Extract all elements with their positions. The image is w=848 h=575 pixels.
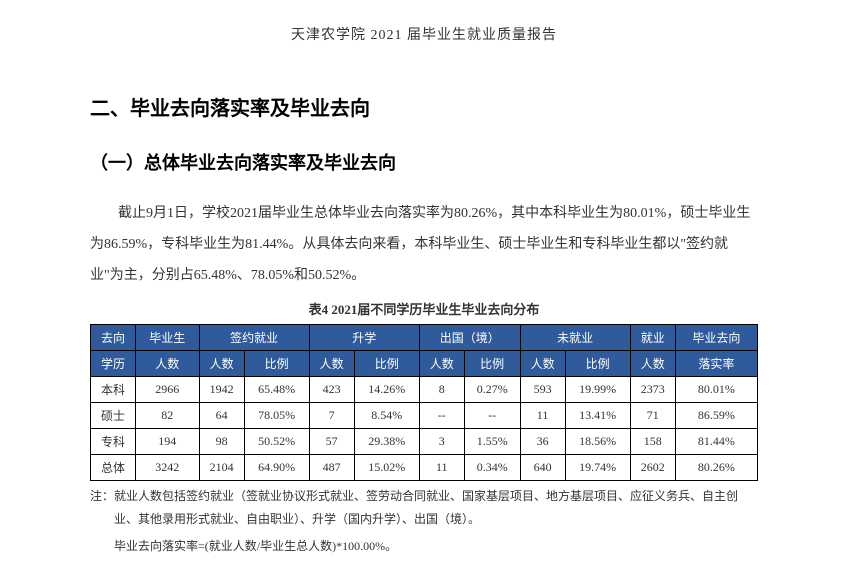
table-cell-sign_ratio: 50.52% (244, 429, 309, 455)
table-cell-sign_ratio: 64.90% (244, 455, 309, 481)
table-cell-sign_count: 1942 (199, 377, 244, 403)
table-cell-study_ratio: 29.38% (354, 429, 419, 455)
th-study: 升学 (309, 325, 419, 351)
th-unemp-ratio: 比例 (565, 351, 630, 377)
table-cell-abroad_ratio: 0.27% (464, 377, 520, 403)
table-cell-unemp_count: 11 (520, 403, 565, 429)
th-sign-ratio: 比例 (244, 351, 309, 377)
document-title: 天津农学院 2021 届毕业生就业质量报告 (90, 24, 758, 44)
table-cell-unemp_ratio: 18.56% (565, 429, 630, 455)
footnote-1: 注：就业人数包括签约就业（签就业协议形式就业、签劳动合同就业、国家基层项目、地方… (90, 485, 758, 531)
table-cell-grad_count: 194 (135, 429, 199, 455)
table-cell-grad_count: 3242 (135, 455, 199, 481)
section-heading: 二、毕业去向落实率及毕业去向 (90, 92, 758, 121)
table-cell-unemp_count: 36 (520, 429, 565, 455)
th-direction: 去向 (91, 325, 136, 351)
th-grad-count: 毕业生 (135, 325, 199, 351)
table-cell-study_count: 57 (309, 429, 354, 455)
table-cell-rate: 80.26% (675, 455, 757, 481)
table-cell-emp_count: 71 (630, 403, 675, 429)
table-cell-unemp_ratio: 19.74% (565, 455, 630, 481)
data-table: 去向 毕业生 签约就业 升学 出国（境） 未就业 就业 毕业去向 学历 人数 人… (90, 324, 758, 481)
th-sign-count: 人数 (199, 351, 244, 377)
th-unemp: 未就业 (520, 325, 630, 351)
table-cell-sign_count: 2104 (199, 455, 244, 481)
table-row: 总体3242210464.90%48715.02%110.34%64019.74… (91, 455, 758, 481)
table-cell-level: 本科 (91, 377, 136, 403)
table-caption: 表4 2021届不同学历毕业生毕业去向分布 (90, 299, 758, 318)
table-cell-sign_ratio: 78.05% (244, 403, 309, 429)
th-level: 学历 (91, 351, 136, 377)
table-cell-study_ratio: 14.26% (354, 377, 419, 403)
table-header-row-2: 学历 人数 人数 比例 人数 比例 人数 比例 人数 比例 人数 落实率 (91, 351, 758, 377)
table-cell-abroad_count: 11 (419, 455, 464, 481)
table-row: 专科1949850.52%5729.38%31.55%3618.56%15881… (91, 429, 758, 455)
footnote-2: 毕业去向落实率=(就业人数/毕业生总人数)*100.00%。 (90, 535, 758, 558)
table-cell-sign_ratio: 65.48% (244, 377, 309, 403)
th-abroad-ratio: 比例 (464, 351, 520, 377)
th-emp: 就业 (630, 325, 675, 351)
table-cell-level: 专科 (91, 429, 136, 455)
table-cell-abroad_ratio: 1.55% (464, 429, 520, 455)
table-cell-study_count: 487 (309, 455, 354, 481)
table-cell-emp_count: 158 (630, 429, 675, 455)
th-sign: 签约就业 (199, 325, 309, 351)
th-emp-count: 人数 (630, 351, 675, 377)
table-cell-emp_count: 2602 (630, 455, 675, 481)
th-rate-2: 落实率 (675, 351, 757, 377)
table-cell-abroad_count: -- (419, 403, 464, 429)
table-cell-level: 总体 (91, 455, 136, 481)
table-cell-study_count: 423 (309, 377, 354, 403)
table-cell-abroad_ratio: -- (464, 403, 520, 429)
table-cell-rate: 86.59% (675, 403, 757, 429)
table-cell-unemp_ratio: 13.41% (565, 403, 630, 429)
th-abroad-count: 人数 (419, 351, 464, 377)
table-cell-rate: 81.44% (675, 429, 757, 455)
table-cell-unemp_count: 593 (520, 377, 565, 403)
table-cell-rate: 80.01% (675, 377, 757, 403)
table-cell-emp_count: 2373 (630, 377, 675, 403)
table-cell-level: 硕士 (91, 403, 136, 429)
th-rate: 毕业去向 (675, 325, 757, 351)
table-cell-sign_count: 98 (199, 429, 244, 455)
th-study-count: 人数 (309, 351, 354, 377)
table-header-row-1: 去向 毕业生 签约就业 升学 出国（境） 未就业 就业 毕业去向 (91, 325, 758, 351)
table-row: 本科2966194265.48%42314.26%80.27%59319.99%… (91, 377, 758, 403)
table-cell-study_count: 7 (309, 403, 354, 429)
table-cell-study_ratio: 15.02% (354, 455, 419, 481)
table-cell-unemp_count: 640 (520, 455, 565, 481)
th-unemp-count: 人数 (520, 351, 565, 377)
table-cell-study_ratio: 8.54% (354, 403, 419, 429)
th-grad-count-2: 人数 (135, 351, 199, 377)
subsection-heading: （一）总体毕业去向落实率及毕业去向 (90, 149, 758, 175)
table-cell-sign_count: 64 (199, 403, 244, 429)
table-row: 硕士826478.05%78.54%----1113.41%7186.59% (91, 403, 758, 429)
table-cell-abroad_count: 8 (419, 377, 464, 403)
table-cell-grad_count: 2966 (135, 377, 199, 403)
table-cell-grad_count: 82 (135, 403, 199, 429)
table-cell-abroad_count: 3 (419, 429, 464, 455)
th-study-ratio: 比例 (354, 351, 419, 377)
table-cell-unemp_ratio: 19.99% (565, 377, 630, 403)
table-cell-abroad_ratio: 0.34% (464, 455, 520, 481)
body-paragraph: 截止9月1日，学校2021届毕业生总体毕业去向落实率为80.26%，其中本科毕业… (90, 199, 758, 291)
th-abroad: 出国（境） (419, 325, 520, 351)
